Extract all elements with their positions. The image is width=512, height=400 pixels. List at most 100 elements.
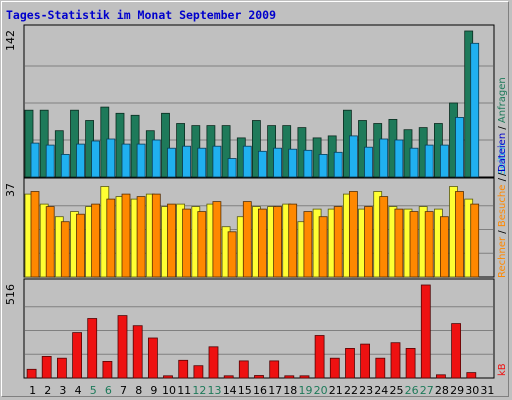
bar-traffic-kb-2 — [41, 355, 52, 379]
legend-group-1: Rechner / Besuche / Seiten — [497, 143, 508, 278]
bar-visits-besuche-6 — [106, 198, 116, 278]
bar-requests-anfragen-2 — [39, 109, 49, 178]
bar-traffic-kb-14 — [223, 375, 234, 379]
bar-requests-anfragen-16 — [251, 120, 261, 178]
x-tick-label: 30 — [465, 384, 479, 397]
bar-visits-besuche-15 — [242, 201, 252, 278]
bar-traffic-kb-26 — [405, 347, 416, 379]
legend-group-2: Dateien / Anfragen — [497, 77, 508, 172]
bar-traffic-kb-27 — [420, 284, 431, 379]
x-tick-label: 1 — [29, 384, 36, 397]
bar-requests-dateien-9 — [151, 139, 161, 178]
bar-visits-besuche-30 — [470, 203, 480, 278]
bar-visits-besuche-16 — [257, 208, 267, 278]
legend-separator: / — [497, 172, 508, 176]
bar-traffic-kb-30 — [466, 372, 477, 379]
bar-requests-dateien-2 — [45, 144, 55, 178]
bar-requests-dateien-21 — [333, 151, 343, 178]
legend-besuche: Besuche — [497, 185, 508, 228]
bar-requests-dateien-18 — [288, 148, 298, 178]
bar-traffic-kb-15 — [238, 360, 249, 379]
bar-visits-besuche-23 — [364, 206, 373, 278]
bar-requests-dateien-25 — [394, 139, 404, 178]
bar-visits-besuche-27 — [424, 211, 434, 278]
bar-traffic-kb-10 — [163, 375, 173, 379]
bar-requests-dateien-1 — [30, 142, 40, 178]
bar-traffic-kb-1 — [26, 368, 37, 379]
x-tick-label: 28 — [435, 384, 449, 397]
bar-traffic-kb-12 — [193, 365, 204, 379]
bar-traffic-kb-5 — [87, 318, 98, 379]
x-tick-label: 14 — [223, 384, 237, 397]
y-max-label-requests: 142 — [4, 30, 17, 51]
bar-requests-dateien-6 — [106, 138, 116, 178]
bar-requests-dateien-13 — [212, 145, 222, 178]
x-tick-label: 7 — [120, 384, 127, 397]
bar-requests-dateien-17 — [273, 147, 283, 178]
bar-traffic-kb-3 — [57, 357, 67, 379]
bar-requests-anfragen-14 — [221, 125, 231, 178]
bar-visits-besuche-25 — [394, 208, 404, 278]
bar-visits-besuche-19 — [303, 211, 313, 278]
bar-requests-dateien-23 — [364, 146, 373, 178]
x-tick-label: 27 — [420, 384, 434, 397]
bar-requests-dateien-10 — [167, 147, 176, 178]
x-tick-label: 3 — [59, 384, 66, 397]
y-max-label-traffic: 516 — [4, 284, 17, 305]
bar-traffic-kb-17 — [269, 360, 280, 379]
bar-traffic-kb-24 — [375, 357, 386, 379]
bar-traffic-kb-8 — [132, 325, 143, 379]
bar-traffic-kb-4 — [72, 332, 82, 379]
bar-requests-dateien-29 — [455, 117, 464, 178]
x-tick-label: 2 — [44, 384, 51, 397]
bar-visits-besuche-10 — [167, 203, 176, 278]
bar-visits-besuche-18 — [288, 203, 298, 278]
bar-visits-besuche-13 — [212, 201, 222, 278]
legend-anfragen: Anfragen — [497, 77, 508, 123]
bar-visits-besuche-4 — [76, 213, 85, 278]
x-tick-label: 11 — [177, 384, 191, 397]
bar-requests-dateien-22 — [348, 135, 358, 178]
legend-group-0: kB — [497, 363, 508, 376]
bar-requests-dateien-12 — [197, 147, 207, 178]
bar-requests-dateien-8 — [136, 143, 146, 178]
bar-visits-besuche-8 — [136, 196, 146, 278]
x-tick-label: 15 — [238, 384, 252, 397]
bar-traffic-kb-22 — [345, 347, 355, 379]
x-tick-label: 25 — [390, 384, 404, 397]
bar-requests-anfragen-3 — [54, 130, 64, 178]
bar-requests-dateien-16 — [257, 150, 267, 178]
bar-requests-dateien-11 — [182, 145, 192, 178]
bar-visits-besuche-26 — [409, 211, 419, 278]
x-tick-label: 21 — [329, 384, 343, 397]
bar-traffic-kb-25 — [390, 342, 401, 379]
bar-traffic-kb-20 — [314, 335, 325, 379]
x-tick-label: 4 — [75, 384, 82, 397]
y-max-label-visits: 37 — [4, 183, 17, 197]
x-tick-label: 24 — [374, 384, 388, 397]
x-tick-label: 22 — [344, 384, 358, 397]
legend-kb: kB — [497, 363, 508, 376]
x-tick-label: 19 — [299, 384, 313, 397]
legend-separator: / — [497, 175, 508, 185]
x-tick-label: 8 — [135, 384, 142, 397]
bar-requests-dateien-20 — [318, 153, 328, 178]
x-tick-label: 17 — [268, 384, 282, 397]
bar-requests-dateien-3 — [60, 153, 70, 178]
bar-visits-besuche-21 — [333, 206, 343, 278]
x-tick-label: 18 — [283, 384, 297, 397]
bar-traffic-kb-23 — [360, 343, 371, 379]
bar-visits-besuche-17 — [273, 206, 283, 278]
bar-requests-anfragen-10 — [161, 112, 170, 178]
bar-traffic-kb-13 — [208, 346, 219, 379]
chart-title: Tages-Statistik im Monat September 2009 — [6, 8, 277, 22]
bar-visits-besuche-3 — [60, 221, 70, 278]
x-tick-label: 16 — [253, 384, 267, 397]
legend-seiten: Seiten — [497, 143, 508, 175]
bar-visits-besuche-29 — [455, 191, 464, 278]
bar-traffic-kb-19 — [299, 375, 310, 379]
bar-traffic-kb-7 — [117, 315, 128, 379]
bar-traffic-kb-11 — [178, 359, 189, 379]
x-tick-label: 29 — [450, 384, 464, 397]
